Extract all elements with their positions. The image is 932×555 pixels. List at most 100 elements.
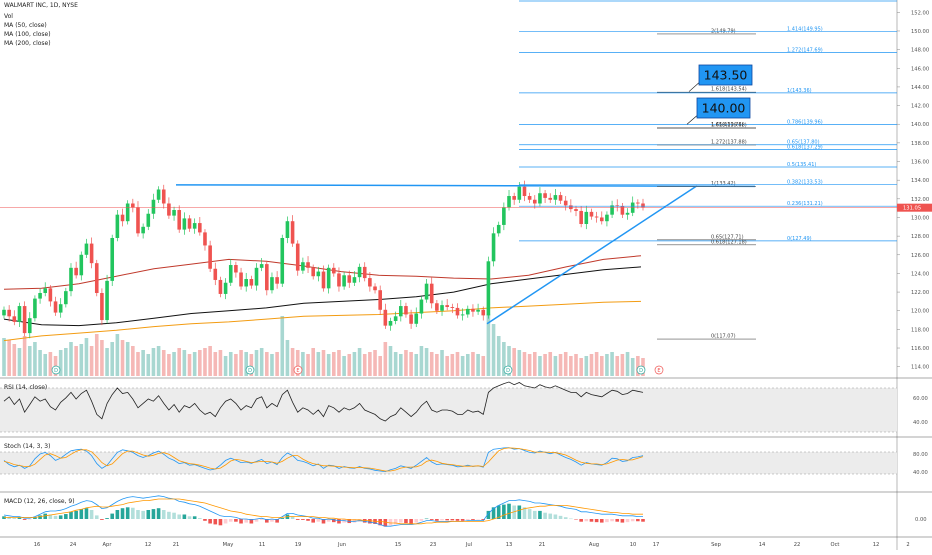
volume-bar (332, 352, 336, 376)
macd-histogram-bar (161, 510, 166, 519)
ma50-legend[interactable]: MA (50, close) (4, 22, 47, 29)
volume-bar (131, 346, 135, 376)
candle-body (218, 279, 223, 294)
price-tick-label: 134.00 (911, 178, 929, 184)
volume-bar (615, 356, 620, 376)
volume-bar (362, 354, 367, 376)
last-price-text: 131.05 (903, 206, 921, 212)
candle-body (316, 271, 321, 277)
candle-body (429, 283, 434, 304)
x-tick-label: 14 (759, 542, 766, 548)
macd-histogram-bar (120, 508, 125, 519)
candle-body (115, 214, 120, 238)
candle-body (388, 320, 393, 326)
macd-histogram-bar (74, 510, 78, 519)
volume-bar (496, 336, 501, 376)
volume-bar (161, 350, 166, 376)
volume-bar (527, 354, 532, 376)
candle-body (48, 288, 53, 302)
x-tick-label: 11 (259, 542, 266, 548)
x-tick-label: 23 (430, 542, 437, 548)
volume-bar (141, 350, 145, 376)
symbol-title[interactable]: WALMART INC, 1D, NYSE (4, 2, 78, 9)
x-tick-label: Aug (589, 542, 599, 548)
macd-histogram-bar (146, 510, 151, 519)
candle-body (532, 199, 537, 204)
volume-bar (435, 354, 439, 376)
macd-histogram-bar (605, 519, 609, 523)
candle-body (594, 216, 599, 218)
macd-title[interactable]: MACD (12, 26, close, 9) (4, 498, 75, 505)
candle-body (538, 193, 542, 204)
fib-extension-label: 0.65(127.71) (711, 234, 744, 240)
stoch-title[interactable]: Stoch (14, 3, 3) (4, 443, 51, 450)
candle-body (553, 195, 558, 200)
volume-bar (182, 350, 187, 376)
volume-bar (223, 356, 228, 376)
volume-bar (38, 350, 42, 376)
candle-body (213, 268, 218, 280)
event-marker-label: D (506, 368, 510, 374)
macd-histogram-bar (321, 519, 326, 524)
macd-histogram-bar (455, 519, 460, 521)
volume-bar (94, 334, 99, 376)
candle-body (491, 233, 496, 262)
macd-histogram-bar (620, 519, 625, 523)
volume-bar (115, 334, 120, 376)
macd-histogram-bar (383, 519, 388, 527)
candle-body (393, 316, 398, 321)
volume-bar (120, 340, 125, 376)
ma100-legend[interactable]: MA (100, close) (4, 31, 51, 38)
macd-histogram-bar (368, 519, 372, 524)
fib-level-label: 0.382(133.53) (787, 180, 823, 186)
candle-body (424, 283, 429, 300)
support-trendline (486, 185, 698, 325)
macd-histogram-bar (543, 512, 547, 519)
fib-extension-label: 1.65(139.73) (711, 122, 744, 128)
candle-body (259, 264, 264, 268)
volume-bar (553, 356, 558, 376)
macd-histogram-bar (378, 519, 382, 526)
fib-extension-label: 1.618(143.54) (711, 87, 747, 93)
candle-body (584, 211, 589, 225)
volume-bar (347, 354, 352, 376)
candle-body (435, 303, 439, 311)
volume-bar (89, 346, 94, 376)
macd-histogram-bar (38, 515, 42, 519)
price-callout-text: 140.00 (702, 101, 746, 116)
candle-body (347, 275, 352, 283)
fib-level-label: 0(127.49) (787, 236, 812, 242)
macd-histogram-bar (167, 511, 171, 519)
candle-body (192, 223, 197, 229)
candle-body (352, 277, 357, 283)
price-tick-label: 132.00 (911, 197, 929, 203)
candle-body (187, 218, 192, 229)
candle-body (53, 301, 58, 313)
candle-body (167, 203, 171, 216)
volume-bar (265, 352, 269, 376)
stoch-band (0, 452, 897, 474)
candle-body (321, 271, 326, 289)
x-tick-label: 17 (653, 542, 660, 548)
price-tick-label: 140.00 (911, 122, 929, 128)
candle-body (265, 264, 269, 291)
volume-bar (445, 356, 449, 376)
price-tick-label: 150.00 (911, 29, 929, 35)
x-tick-label: 2 (906, 542, 909, 548)
candle-body (311, 267, 315, 277)
ma200-legend[interactable]: MA (200, close) (4, 40, 51, 47)
candle-body (362, 266, 367, 279)
volume-bar (398, 354, 403, 376)
volume-bar (208, 346, 212, 376)
rsi-title[interactable]: RSI (14, close) (4, 384, 48, 391)
volume-legend[interactable]: Vol (4, 13, 13, 20)
macd-histogram-bar (53, 515, 58, 519)
macd-histogram-bar (527, 509, 532, 519)
candle-body (249, 279, 254, 286)
macd-histogram-bar (177, 514, 182, 519)
macd-histogram-bar (213, 519, 218, 525)
volume-bar (517, 350, 522, 376)
macd-histogram-bar (270, 519, 274, 522)
